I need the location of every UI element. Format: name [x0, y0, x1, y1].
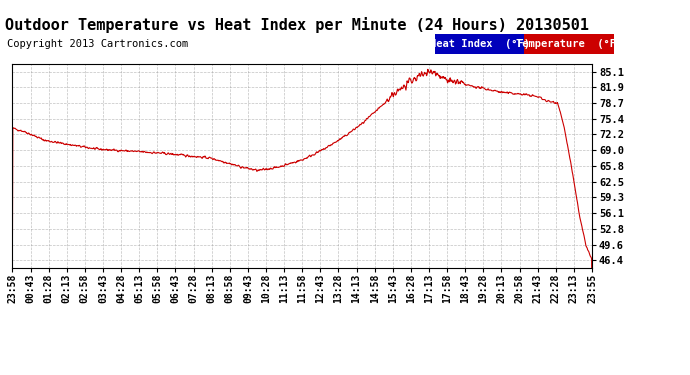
Text: Temperature  (°F): Temperature (°F): [516, 39, 622, 49]
Text: Outdoor Temperature vs Heat Index per Minute (24 Hours) 20130501: Outdoor Temperature vs Heat Index per Mi…: [5, 17, 589, 33]
Text: Heat Index  (°F): Heat Index (°F): [430, 39, 529, 49]
Text: Copyright 2013 Cartronics.com: Copyright 2013 Cartronics.com: [7, 39, 188, 50]
